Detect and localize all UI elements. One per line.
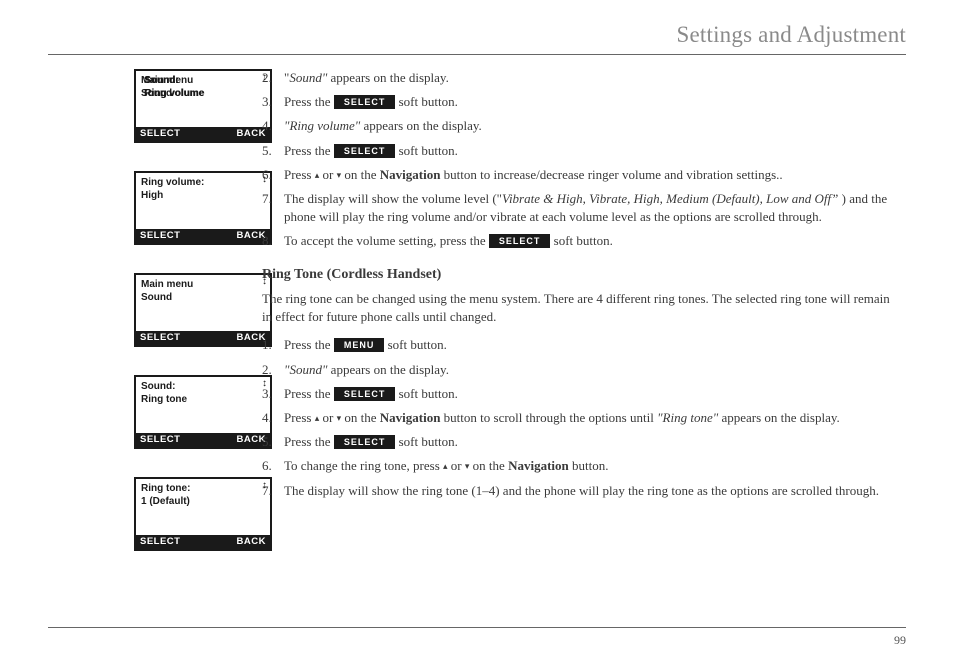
- steps-list-1: 2."Sound" appears on the display. 3.Pres…: [262, 69, 900, 251]
- page-number: 99: [894, 633, 906, 648]
- lcd-screen: Ring tone: 1 (Default) ↕ SELECT BACK: [134, 477, 272, 551]
- subheading: Ring Tone (Cordless Handset): [262, 265, 900, 285]
- list-item: 4."Ring volume" appears on the display.: [262, 117, 900, 135]
- list-item: 5.Press the SELECT soft button.: [262, 433, 900, 451]
- updown-icon: ↕: [262, 176, 266, 184]
- screen-line: Ring tone: [141, 394, 265, 405]
- soft-key-right: BACK: [203, 433, 270, 447]
- soft-key-right: BACK: [203, 229, 270, 243]
- list-item: 6.Press ▴ or ▾ on the Navigation button …: [262, 166, 900, 184]
- lcd-screen: Main menu Sound ↕ SELECT BACK: [134, 273, 272, 347]
- screen-line: High: [141, 190, 265, 201]
- soft-key-left: SELECT: [136, 229, 203, 243]
- list-item: 3.Press the SELECT soft button.: [262, 385, 900, 403]
- list-item: 7.The display will show the ring tone (1…: [262, 482, 900, 500]
- screen-overlay: Ring volume: [144, 88, 204, 99]
- list-item: 2."Sound" appears on the display.: [262, 69, 900, 87]
- intro-paragraph: The ring tone can be changed using the m…: [262, 290, 900, 326]
- soft-key-left: SELECT: [136, 433, 203, 447]
- soft-key-right: BACK: [203, 331, 270, 345]
- screen-overlay: Sound:: [144, 75, 178, 86]
- list-item: 5.Press the SELECT soft button.: [262, 142, 900, 160]
- select-pill: SELECT: [334, 144, 396, 158]
- list-item: 3.Press the SELECT soft button.: [262, 93, 900, 111]
- list-item: 4.Press ▴ or ▾ on the Navigation button …: [262, 409, 900, 427]
- select-pill: SELECT: [334, 387, 396, 401]
- list-item: 6.To change the ring tone, press ▴ or ▾ …: [262, 457, 900, 475]
- steps-list-2: 1.Press the MENU soft button. 2. "Sound"…: [262, 336, 900, 499]
- soft-key-left: SELECT: [136, 535, 203, 549]
- rule-bottom: [48, 627, 906, 628]
- soft-key-right: BACK: [203, 535, 270, 549]
- select-pill: SELECT: [334, 95, 396, 109]
- rule-top: [48, 54, 906, 55]
- updown-icon: ↕: [262, 380, 266, 388]
- soft-key-left: SELECT: [136, 127, 203, 141]
- select-pill: SELECT: [334, 435, 396, 449]
- soft-key-left: SELECT: [136, 331, 203, 345]
- lcd-screen: Ring volume: High ↕ SELECT BACK: [134, 171, 272, 245]
- screen-line: 1 (Default): [141, 496, 265, 507]
- list-item: 1.Press the MENU soft button.: [262, 336, 900, 354]
- updown-icon: ↕: [262, 482, 266, 490]
- body-text: 2."Sound" appears on the display. 3.Pres…: [262, 69, 906, 551]
- updown-icon: ↕: [262, 278, 266, 286]
- screen-line: Ring tone:: [141, 483, 265, 494]
- screen-line: Sound:: [141, 381, 265, 392]
- screen-line: Ring volume:: [141, 177, 265, 188]
- screens-column: Main menu Sound Sound: Ring volume ↕ SEL…: [48, 69, 228, 551]
- lcd-screen: Main menu Sound Sound: Ring volume ↕ SEL…: [134, 69, 272, 143]
- screen-line: Sound: [141, 292, 265, 303]
- updown-icon: ↕: [262, 74, 266, 82]
- lcd-screen: Sound: Ring tone ↕ SELECT BACK: [134, 375, 272, 449]
- list-item: 8.To accept the volume setting, press th…: [262, 232, 900, 250]
- select-pill: SELECT: [489, 234, 551, 248]
- soft-key-right: BACK: [203, 127, 270, 141]
- page-header: Settings and Adjustment: [48, 22, 906, 54]
- list-item: 7.The display will show the volume level…: [262, 190, 900, 226]
- list-item: 2. "Sound" appears on the display.: [262, 361, 900, 379]
- menu-pill: MENU: [334, 338, 385, 352]
- screen-line: Main menu: [141, 279, 265, 290]
